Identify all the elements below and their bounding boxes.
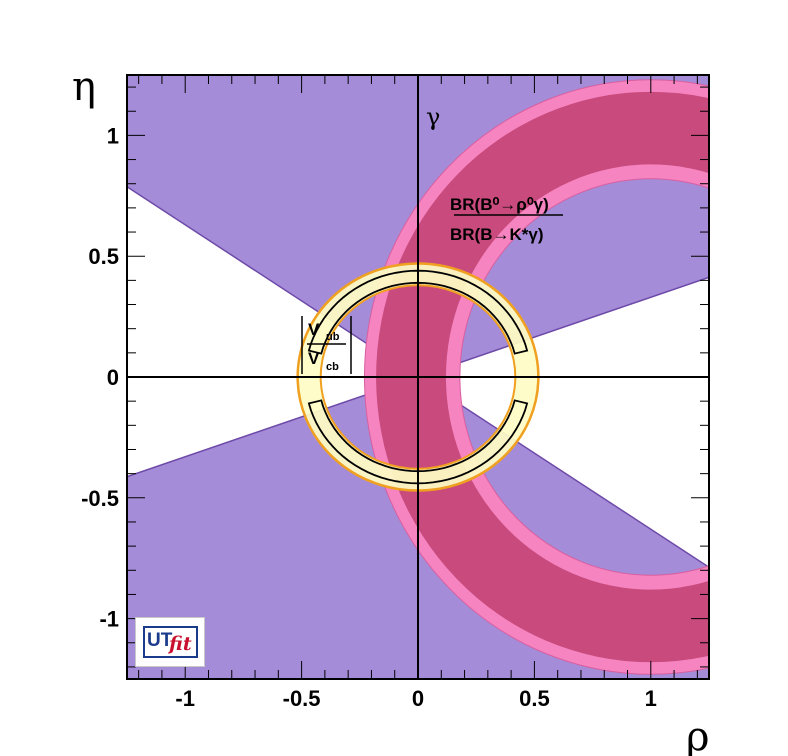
- ticks-layer: -1 -0.5 0 0.5 1 -1 -0.5 0 0.5 1: [81, 75, 709, 711]
- regions-layer: [127, 75, 709, 679]
- vub-label: V ub V cb: [301, 316, 352, 374]
- ratio-inner-band: [376, 91, 709, 663]
- y-tick-label: 0.5: [88, 244, 119, 269]
- vub-crescent-bottom: [307, 399, 529, 485]
- x-tick-label: -0.5: [283, 686, 321, 711]
- utfit-logo-frame: UT fit: [143, 626, 198, 658]
- y-tick-label: 0: [107, 365, 119, 390]
- x-tick-label: 0: [412, 686, 424, 711]
- y-axis-title: η: [72, 64, 96, 110]
- x-tick-label: 1: [645, 686, 657, 711]
- y-tick-label: -1: [99, 607, 119, 632]
- br-ratio-numerator: BR(B⁰→ρ⁰γ): [450, 195, 549, 214]
- x-tick-label: -1: [175, 686, 195, 711]
- y-tick-label: 1: [107, 123, 119, 148]
- x-axis-title: ρ: [686, 714, 710, 756]
- x-tick-label: 0.5: [519, 686, 550, 711]
- vub-denominator: V: [308, 349, 320, 368]
- gamma-label: γ: [426, 103, 440, 131]
- vub-crescent-top: [307, 269, 529, 355]
- utfit-logo-ut: UT: [147, 630, 173, 651]
- br-ratio-denominator: BR(B→K*γ): [450, 225, 544, 244]
- vub-numerator: V: [308, 320, 320, 339]
- vub-denominator-sub: cb: [326, 361, 339, 373]
- utfit-logo: UT fit: [135, 617, 205, 667]
- utfit-logo-fit: fit: [169, 633, 192, 655]
- br-ratio-label: BR(B⁰→ρ⁰γ) BR(B→K*γ): [450, 195, 563, 244]
- y-tick-label: -0.5: [81, 486, 119, 511]
- vub-numerator-sub: ub: [326, 331, 340, 343]
